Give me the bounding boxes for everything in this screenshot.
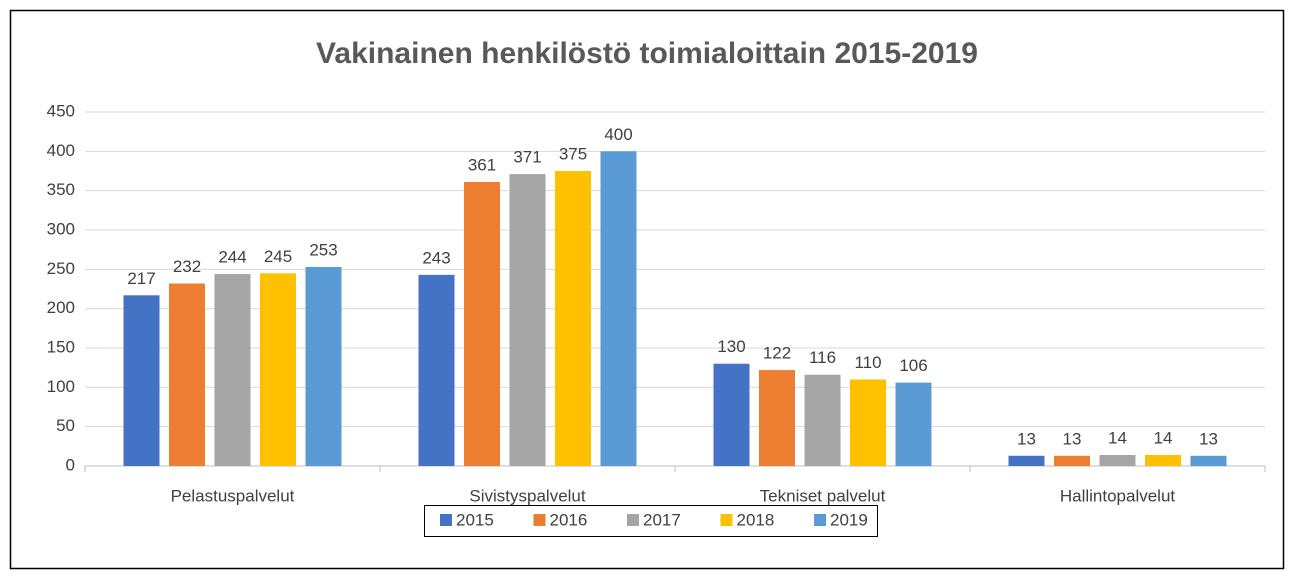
- bar: [305, 266, 342, 466]
- legend-swatch: [533, 514, 546, 526]
- data-label: 375: [559, 144, 587, 163]
- y-tick-label: 400: [47, 141, 75, 160]
- legend-label: 2017: [643, 510, 681, 529]
- y-tick-label: 350: [47, 180, 75, 199]
- bar: [850, 379, 886, 466]
- data-label: 13: [1063, 429, 1082, 448]
- data-label: 217: [127, 269, 155, 288]
- legend-swatch: [440, 514, 452, 526]
- x-tick-label: Hallintopalvelut: [1060, 486, 1176, 505]
- y-tick-label: 150: [47, 337, 75, 356]
- y-tick-label: 300: [47, 219, 75, 238]
- legend-swatch: [814, 514, 826, 526]
- y-tick-label: 50: [56, 416, 75, 435]
- bar: [418, 274, 455, 466]
- bar: [1145, 454, 1181, 466]
- data-label: 116: [809, 348, 836, 367]
- data-label: 14: [1154, 428, 1173, 447]
- x-tick-label: Pelastuspalvelut: [171, 486, 295, 505]
- y-tick-label: 100: [47, 377, 75, 396]
- data-label: 14: [1108, 428, 1127, 447]
- bar: [260, 273, 296, 466]
- bar: [895, 382, 932, 466]
- data-label: 13: [1017, 429, 1036, 448]
- legend-label: 2018: [737, 510, 775, 529]
- bar: [555, 171, 591, 466]
- data-label: 400: [604, 125, 632, 144]
- y-tick-label: 450: [47, 101, 75, 120]
- legend-label: 2016: [550, 510, 588, 529]
- y-tick-label: 250: [47, 259, 75, 278]
- bar: [1008, 455, 1045, 466]
- bar: [804, 374, 841, 466]
- data-label: 244: [218, 248, 246, 267]
- data-label: 245: [264, 247, 292, 266]
- legend-label: 2019: [830, 510, 868, 529]
- data-label: 243: [422, 248, 450, 267]
- data-label: 232: [173, 257, 201, 276]
- x-tick-label: Tekniset palvelut: [760, 486, 886, 505]
- data-label: 130: [717, 337, 745, 356]
- bar: [1099, 454, 1136, 466]
- bar: [600, 151, 637, 467]
- data-label: 110: [854, 353, 881, 372]
- bar: [509, 174, 546, 466]
- bar: [713, 363, 750, 466]
- y-tick-label: 200: [47, 298, 75, 317]
- legend-swatch: [720, 514, 733, 526]
- bar: [214, 274, 251, 466]
- legend-box: [424, 505, 878, 537]
- bar: [759, 370, 795, 466]
- data-label: 122: [763, 344, 791, 363]
- bar: [123, 295, 160, 466]
- legend-label: 2015: [456, 510, 494, 529]
- bar: [1054, 455, 1090, 466]
- data-label: 253: [309, 240, 337, 259]
- bar: [1190, 455, 1227, 466]
- x-tick-label: Sivistyspalvelut: [469, 486, 585, 505]
- data-label: 361: [468, 155, 496, 174]
- bar: [169, 283, 205, 466]
- data-label: 106: [899, 356, 927, 375]
- chart-title: Vakinainen henkilöstö toimialoittain 201…: [316, 37, 978, 70]
- data-label: 371: [513, 148, 541, 167]
- legend-swatch: [627, 514, 639, 526]
- y-tick-label: 0: [66, 455, 75, 474]
- bar: [464, 182, 500, 466]
- data-label: 13: [1199, 429, 1218, 448]
